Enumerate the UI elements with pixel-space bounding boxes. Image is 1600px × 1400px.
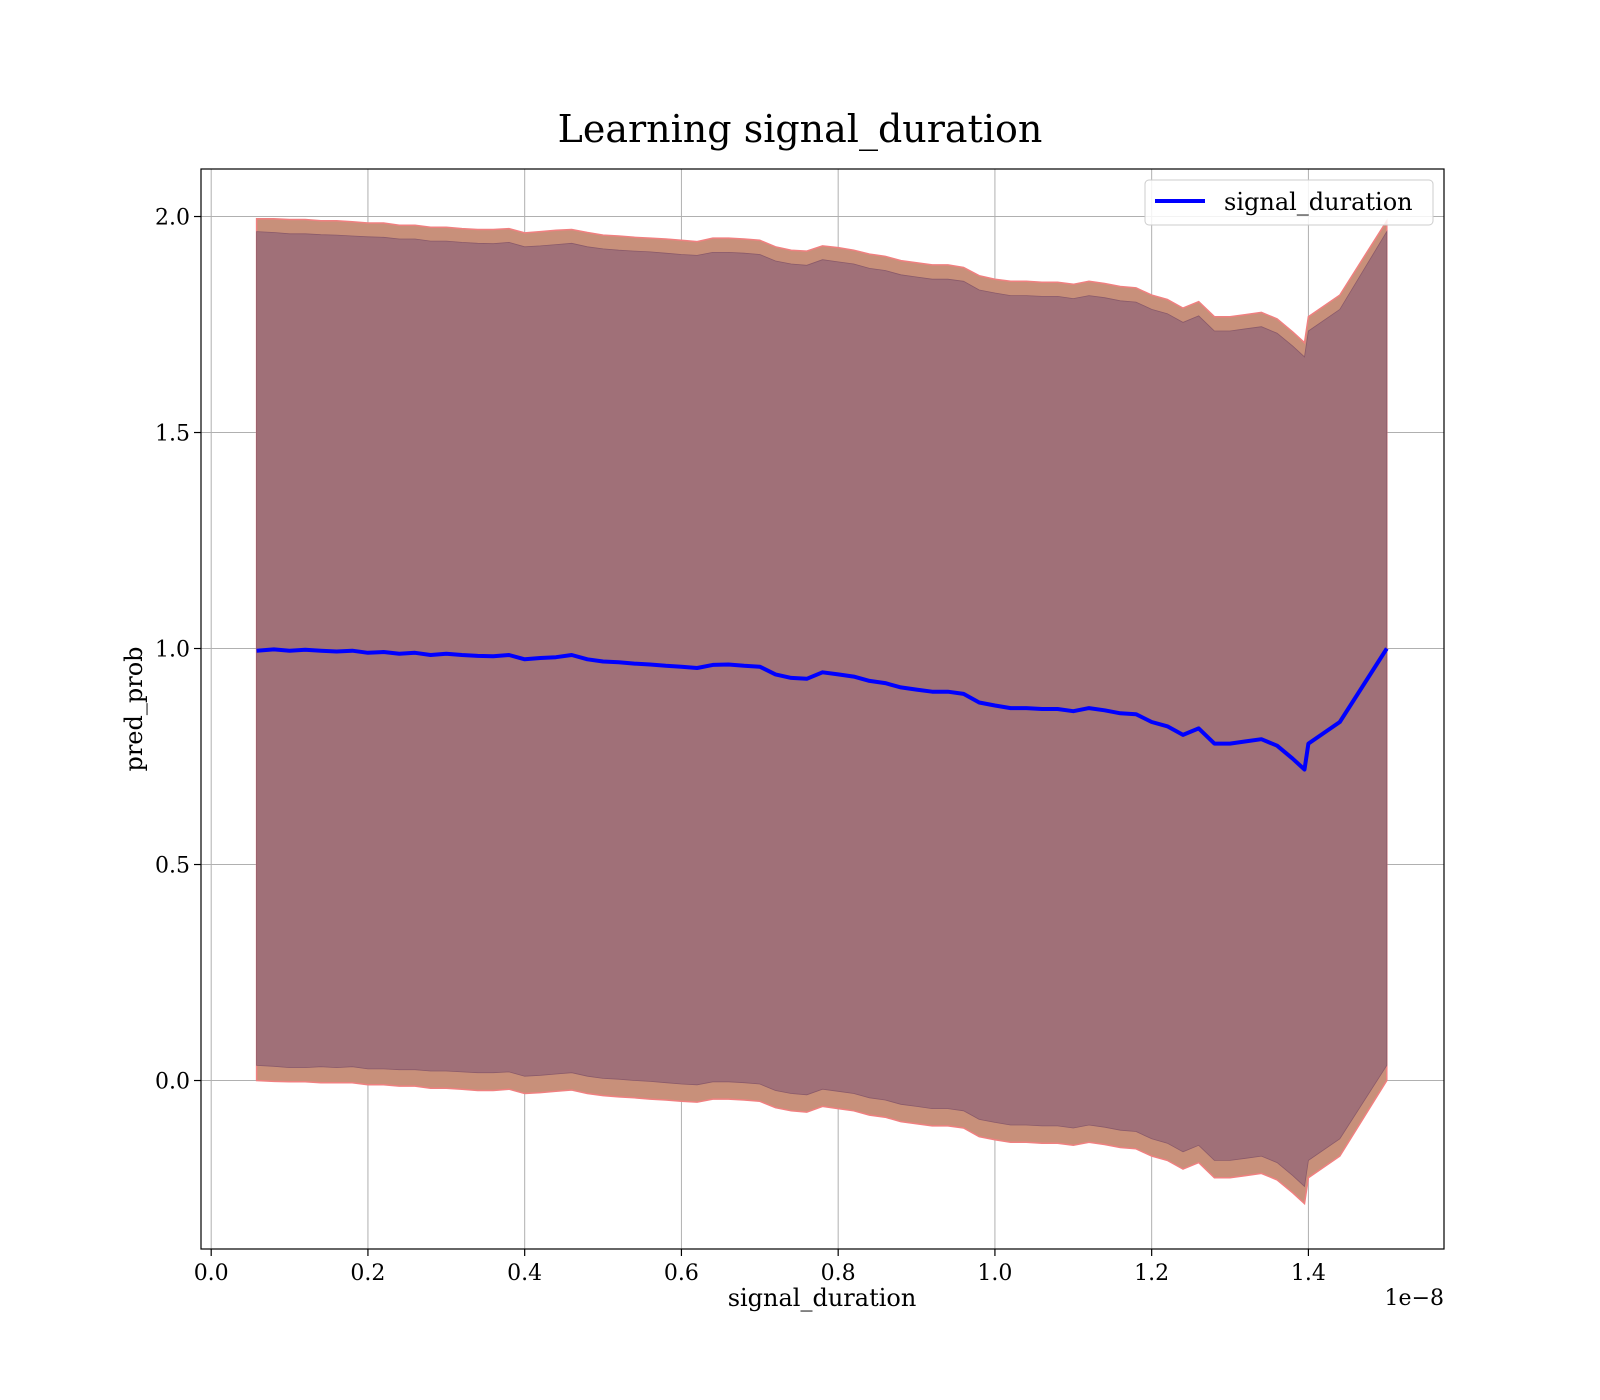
y-tick-label: 1.5: [155, 422, 190, 447]
x-tick-label: 0.2: [350, 1261, 385, 1286]
x-axis-label: signal_duration: [728, 1284, 917, 1312]
y-axis-label: pred_prob: [120, 646, 148, 771]
x-tick-label: 1.0: [977, 1261, 1012, 1286]
x-tick-label: 0.0: [194, 1261, 229, 1286]
series-line: [256, 647, 1389, 772]
x-tick-label: 0.8: [821, 1261, 856, 1286]
x-axis-ticks: 0.0 0.2 0.4 0.6 0.8 1.0 1.2 1.4: [194, 1249, 1326, 1286]
x-tick-label: 0.4: [507, 1261, 542, 1286]
chart-title: Learning signal_duration: [558, 107, 1043, 152]
y-tick-label: 2.0: [155, 206, 190, 231]
legend-frame: [1144, 179, 1434, 226]
series-lines: [256, 647, 1389, 772]
legend-entry: signal_duration: [1224, 188, 1413, 216]
y-tick-label: 0.5: [155, 854, 190, 879]
y-tick-label: 0.0: [155, 1070, 190, 1095]
inner-band: [256, 230, 1388, 1188]
x-axis-offset-text: 1e−8: [1385, 1286, 1444, 1311]
y-tick-label: 1.0: [155, 638, 190, 663]
x-tick-label: 0.6: [664, 1261, 699, 1286]
legend: signal_duration: [1144, 179, 1434, 226]
confidence-bands: [255, 217, 1388, 1206]
x-tick-label: 1.4: [1291, 1261, 1326, 1286]
plot-frame: [200, 168, 1445, 1250]
y-axis-ticks: 0.0 0.5 1.0 1.5 2.0: [155, 206, 201, 1095]
x-tick-label: 1.2: [1134, 1261, 1169, 1286]
